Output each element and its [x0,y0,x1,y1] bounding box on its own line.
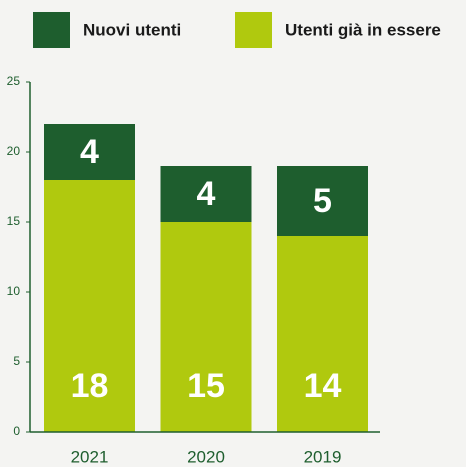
bar-segment [160,166,252,222]
x-tick-label: 2020 [187,447,225,466]
data-label: 5 [313,182,332,220]
y-tick-label: 10 [7,284,21,298]
data-label: 4 [197,175,216,213]
legend-swatch [33,12,70,48]
legend-label: Nuovi utenti [83,20,181,39]
bar-segment [160,222,252,432]
bar-segment [277,236,368,432]
x-tick-label: 2021 [71,447,109,466]
y-tick-label: 5 [13,354,20,368]
y-tick-label: 0 [13,424,20,438]
data-label: 14 [304,367,342,405]
data-label: 4 [80,133,99,171]
legend-swatch [235,12,272,48]
bar-segment [277,166,368,236]
bar-segment [44,124,135,180]
legend-label: Utenti già in essere [285,20,441,39]
y-tick-label: 20 [7,144,21,158]
y-tick-label: 25 [7,74,21,88]
x-tick-label: 2019 [304,447,342,466]
y-tick-label: 15 [7,214,21,228]
data-label: 15 [187,367,225,405]
data-label: 18 [71,367,109,405]
bar-segment [44,180,135,432]
